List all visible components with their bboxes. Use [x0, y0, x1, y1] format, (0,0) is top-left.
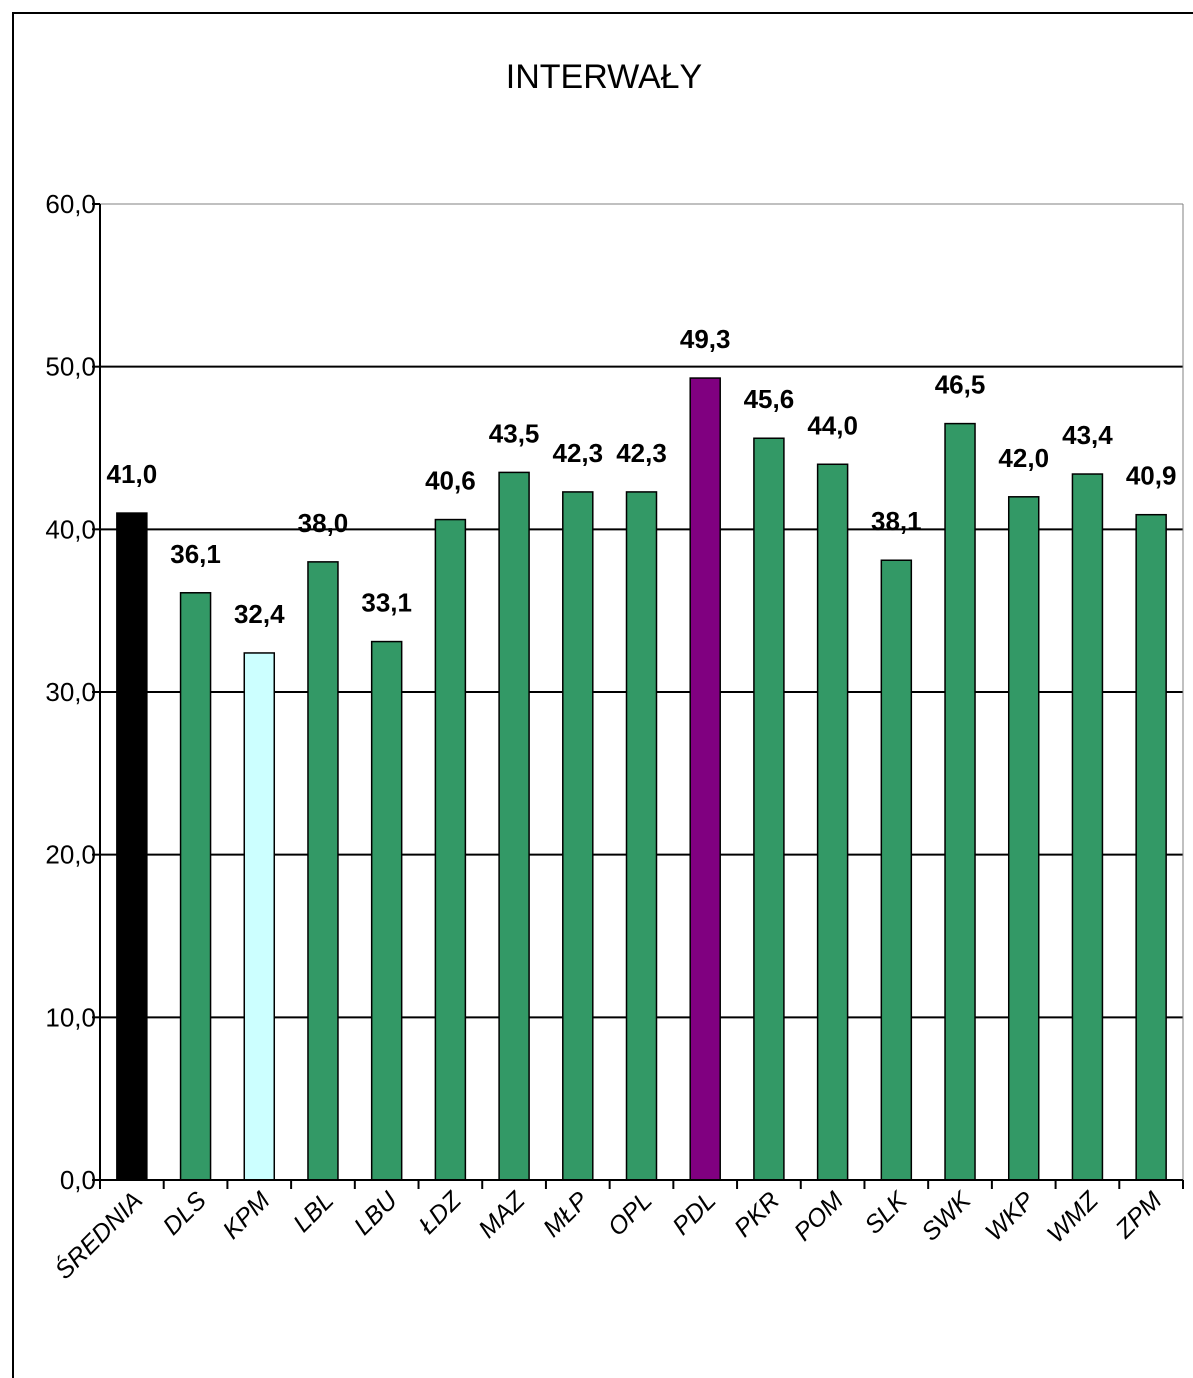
- data-label: 49,3: [680, 324, 731, 354]
- bar: [243, 652, 276, 1181]
- y-tick-label: 20,0: [45, 840, 96, 870]
- bar: [625, 491, 658, 1181]
- data-label: 43,4: [1062, 420, 1113, 450]
- bar: [1071, 473, 1104, 1181]
- x-tick-label: PKR: [729, 1186, 785, 1242]
- bar: [1135, 513, 1167, 1181]
- bar: [179, 592, 212, 1181]
- bar: [562, 491, 594, 1181]
- bars: [116, 377, 1167, 1181]
- bar: [370, 640, 403, 1181]
- data-label: 46,5: [935, 370, 986, 400]
- bar: [753, 437, 785, 1181]
- x-tick-label: WKP: [980, 1186, 1040, 1246]
- x-tick-label: KPM: [217, 1186, 275, 1244]
- bar: [944, 422, 976, 1181]
- x-tick-label: LBU: [349, 1186, 404, 1241]
- data-label: 38,0: [298, 508, 349, 538]
- x-tick-label: LBL: [288, 1186, 339, 1237]
- x-tick-label: OPL: [603, 1186, 658, 1241]
- y-tick-label: 10,0: [45, 1002, 96, 1032]
- x-tick-label: MAZ: [473, 1186, 531, 1244]
- bar: [307, 561, 339, 1181]
- x-tick-label: ŁDZ: [413, 1186, 467, 1240]
- data-label: 41,0: [107, 459, 158, 489]
- y-tick-label: 40,0: [45, 514, 96, 544]
- bar: [116, 512, 148, 1181]
- y-tick-label: 60,0: [45, 189, 96, 219]
- bar: [1007, 496, 1040, 1181]
- x-tick-label: ZPM: [1110, 1186, 1168, 1244]
- data-label: 38,1: [871, 506, 922, 536]
- data-label: 42,0: [998, 443, 1049, 473]
- bar: [689, 377, 721, 1181]
- x-tick-label: MŁP: [538, 1186, 594, 1242]
- y-tick-label: 50,0: [45, 352, 96, 382]
- x-tick-label: DLS: [158, 1186, 212, 1240]
- data-label: 32,4: [234, 599, 285, 629]
- data-label: 40,6: [425, 466, 476, 496]
- x-tick-label: POM: [789, 1186, 849, 1246]
- y-axis-ticks: 0,0 10,0 20,0 30,0 40,0 50,0 60,0: [45, 189, 100, 1195]
- data-label: 42,3: [616, 438, 667, 468]
- data-label: 44,0: [807, 410, 858, 440]
- data-labels: 41,0 36,1 32,4 38,0 33,1 40,6 43,5 42,3 42,3 49,3…: [107, 324, 1177, 629]
- y-tick-label: 30,0: [45, 677, 96, 707]
- data-label: 42,3: [552, 438, 603, 468]
- x-tick-label: SLK: [859, 1186, 913, 1240]
- x-tick-label: ŚREDNIA: [48, 1185, 148, 1285]
- x-tick-label: PDL: [667, 1186, 721, 1240]
- bar: [434, 518, 467, 1181]
- data-label: 40,9: [1126, 461, 1177, 491]
- x-axis-ticks: ŚREDNIA DLS KPM LBL LBU ŁDZ MAZ MŁP OPL PDL PKR POM…: [48, 1180, 1184, 1285]
- data-label: 43,5: [489, 418, 540, 448]
- x-tick-label: WMZ: [1042, 1186, 1105, 1249]
- bar: [880, 559, 913, 1181]
- data-label: 45,6: [744, 384, 795, 414]
- y-tick-label: 0,0: [60, 1165, 96, 1195]
- x-tick-label: SWK: [916, 1186, 977, 1247]
- bar: [816, 463, 849, 1181]
- bar: [498, 471, 530, 1181]
- data-label: 33,1: [361, 588, 412, 618]
- data-label: 36,1: [170, 539, 221, 569]
- chart-title: INTERWAŁY: [506, 58, 702, 96]
